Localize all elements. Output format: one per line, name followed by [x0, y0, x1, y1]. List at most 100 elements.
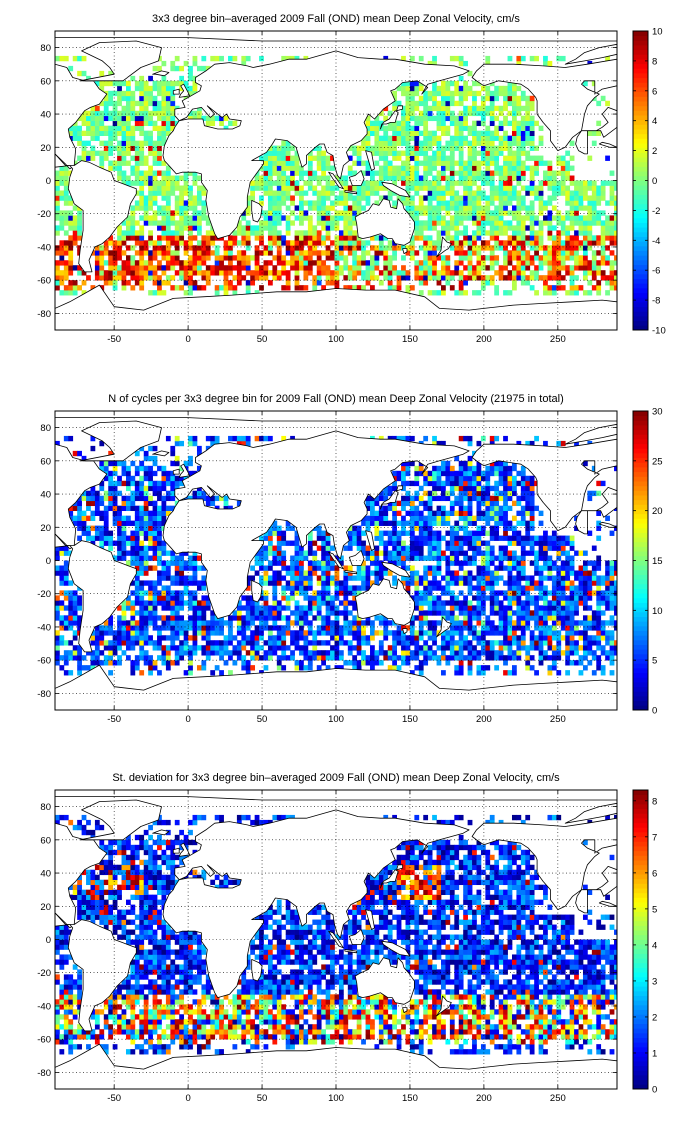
bin-cell — [405, 470, 411, 477]
bin-cell — [188, 660, 193, 666]
bin-cell — [94, 635, 100, 641]
bin-cell — [205, 250, 211, 256]
bin-cell — [436, 170, 442, 176]
bin-cell — [148, 95, 153, 102]
bin-cell — [414, 615, 420, 621]
bin-cell — [263, 270, 269, 276]
bin-cell — [161, 620, 167, 626]
bin-cell — [134, 465, 140, 472]
bin-cell — [245, 435, 251, 442]
bin-cell — [605, 290, 610, 296]
bin-cell — [454, 290, 460, 296]
bin-cell — [312, 630, 318, 636]
bin-cell — [343, 215, 349, 221]
bin-cell — [565, 185, 571, 191]
bin-cell — [356, 575, 362, 581]
bin-cell — [223, 245, 229, 251]
bin-cell — [383, 255, 389, 261]
bin-cell — [441, 170, 446, 176]
bin-cell — [414, 585, 420, 591]
bin-cell — [165, 130, 171, 136]
bin-cell — [267, 235, 273, 241]
bin-cell — [525, 115, 531, 122]
bin-cell — [321, 650, 326, 656]
bin-cell — [516, 205, 522, 211]
bin-cell — [596, 195, 602, 201]
bin-cell — [374, 520, 380, 526]
bin-cell — [467, 105, 473, 112]
bin-cell — [454, 240, 460, 246]
bin-cell — [183, 205, 189, 211]
bin-cell — [152, 245, 158, 251]
bin-cell — [161, 660, 167, 666]
bin-cell — [117, 100, 122, 107]
bin-cell — [188, 590, 193, 596]
bin-cell — [294, 260, 300, 266]
bin-cell — [414, 520, 420, 526]
bin-cell — [401, 105, 406, 112]
bin-cell — [614, 225, 617, 231]
bin-cell — [392, 245, 397, 251]
bin-cell — [441, 270, 446, 276]
bin-cell — [179, 640, 185, 646]
bin-cell — [152, 125, 158, 132]
bin-cell — [59, 570, 65, 576]
bin-cell — [472, 250, 477, 256]
bin-cell — [476, 215, 482, 221]
bin-cell — [325, 270, 331, 276]
bin-cell — [210, 265, 216, 271]
bin-cell — [303, 275, 309, 281]
bin-cell — [108, 540, 114, 546]
bin-cell — [378, 125, 384, 132]
bin-cell — [134, 550, 140, 556]
bin-cell — [467, 70, 473, 77]
bin-cell — [59, 280, 65, 286]
bin-cell — [250, 195, 256, 201]
bin-cell — [241, 605, 247, 611]
bin-cell — [192, 180, 198, 186]
bin-cell — [267, 560, 273, 566]
bin-cell — [68, 280, 74, 286]
bin-cell — [560, 275, 566, 281]
bin-cell — [361, 140, 366, 146]
bin-cell — [343, 575, 349, 581]
bin-cell — [441, 190, 446, 196]
bin-cell — [299, 585, 304, 591]
bin-cell — [59, 245, 65, 251]
bin-cell — [125, 220, 131, 226]
bin-cell — [125, 260, 131, 266]
bin-cell — [356, 590, 362, 596]
bin-cell — [130, 500, 136, 507]
bin-cell — [378, 560, 384, 566]
bin-cell — [551, 265, 557, 271]
bin-cell — [330, 215, 335, 221]
bin-cell — [330, 225, 335, 231]
bin-cell — [485, 195, 491, 201]
bin-cell — [228, 245, 233, 251]
bin-cell — [352, 265, 358, 271]
bin-cell — [121, 145, 127, 151]
bin-cell — [409, 130, 415, 136]
bin-cell — [148, 635, 153, 641]
bin-cell — [352, 660, 358, 666]
bin-cell — [263, 265, 269, 271]
bin-cell — [103, 145, 109, 151]
bin-cell — [547, 170, 553, 176]
bin-cell — [396, 560, 402, 566]
bin-cell — [263, 210, 269, 216]
bin-cell — [383, 555, 389, 561]
bin-cell — [285, 155, 291, 161]
bin-cell — [99, 270, 105, 276]
bin-cell — [254, 570, 260, 576]
bin-cell — [338, 190, 344, 196]
y-tick-label: 80 — [40, 43, 51, 54]
bin-cell — [432, 190, 437, 196]
bin-cell — [210, 650, 216, 656]
bin-cell — [352, 250, 358, 256]
bin-cell — [445, 265, 451, 271]
bin-cell — [170, 190, 176, 196]
bin-cell — [520, 185, 526, 191]
bin-cell — [121, 620, 127, 626]
bin-cell — [77, 650, 82, 656]
bin-cell — [489, 175, 495, 181]
